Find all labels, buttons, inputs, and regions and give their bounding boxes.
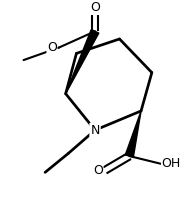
Text: O: O [90, 1, 100, 14]
Polygon shape [125, 111, 141, 157]
Text: OH: OH [162, 157, 181, 170]
Text: O: O [93, 164, 103, 177]
Text: O: O [47, 41, 57, 54]
Polygon shape [66, 30, 99, 94]
Text: N: N [90, 124, 100, 137]
